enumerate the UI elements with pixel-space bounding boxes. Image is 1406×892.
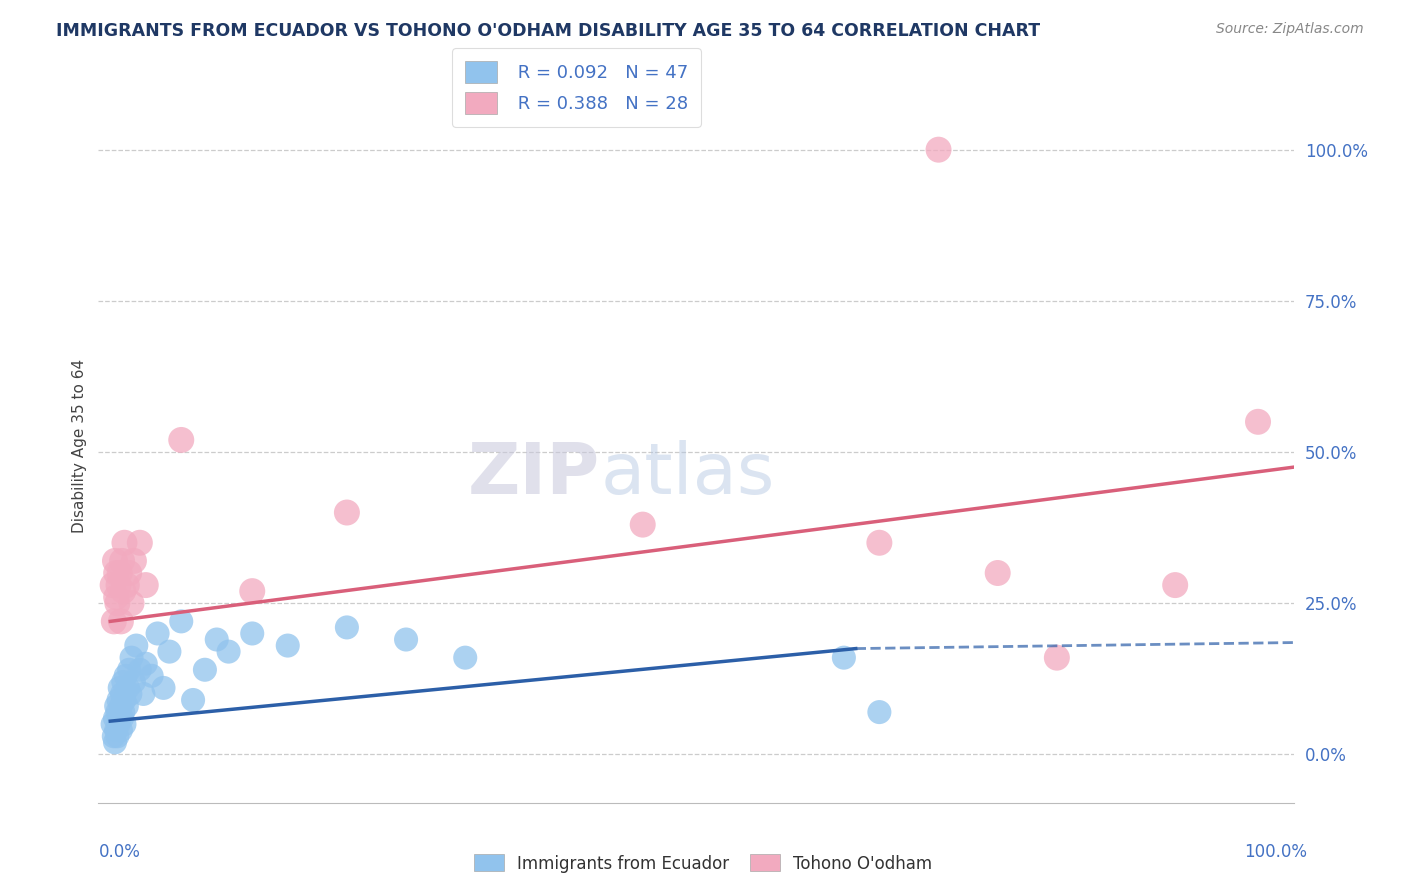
Y-axis label: Disability Age 35 to 64: Disability Age 35 to 64 xyxy=(72,359,87,533)
Point xyxy=(101,717,124,731)
Point xyxy=(120,687,142,701)
Point xyxy=(194,663,217,677)
Point xyxy=(115,699,138,714)
Point xyxy=(112,674,135,689)
Point xyxy=(108,566,131,580)
Point xyxy=(146,626,169,640)
Point xyxy=(205,632,228,647)
Point xyxy=(832,650,855,665)
Point xyxy=(107,693,129,707)
Point xyxy=(105,723,128,738)
Point xyxy=(336,620,359,634)
Text: atlas: atlas xyxy=(600,440,775,509)
Point xyxy=(928,143,950,157)
Point xyxy=(108,711,131,725)
Legend:  R = 0.092   N = 47,  R = 0.388   N = 28: R = 0.092 N = 47, R = 0.388 N = 28 xyxy=(453,48,700,127)
Point xyxy=(121,596,143,610)
Point xyxy=(170,615,193,629)
Point xyxy=(114,535,136,549)
Point xyxy=(157,645,180,659)
Point xyxy=(152,681,174,695)
Point xyxy=(112,705,135,719)
Point xyxy=(105,699,128,714)
Point xyxy=(135,578,157,592)
Text: 0.0%: 0.0% xyxy=(98,843,141,861)
Text: 100.0%: 100.0% xyxy=(1244,843,1308,861)
Point xyxy=(104,554,127,568)
Point xyxy=(128,663,150,677)
Point xyxy=(114,669,136,683)
Point xyxy=(107,578,129,592)
Point xyxy=(454,650,477,665)
Legend: Immigrants from Ecuador, Tohono O'odham: Immigrants from Ecuador, Tohono O'odham xyxy=(467,847,939,880)
Point xyxy=(240,626,263,640)
Point xyxy=(110,699,132,714)
Point xyxy=(395,632,418,647)
Point xyxy=(336,506,359,520)
Point xyxy=(111,687,134,701)
Point xyxy=(105,729,128,743)
Point xyxy=(868,705,890,719)
Point xyxy=(128,535,150,549)
Point xyxy=(141,669,163,683)
Point xyxy=(105,566,128,580)
Point xyxy=(170,433,193,447)
Point xyxy=(118,566,141,580)
Point xyxy=(122,674,145,689)
Text: IMMIGRANTS FROM ECUADOR VS TOHONO O'ODHAM DISABILITY AGE 35 TO 64 CORRELATION CH: IMMIGRANTS FROM ECUADOR VS TOHONO O'ODHA… xyxy=(56,22,1040,40)
Point xyxy=(103,615,125,629)
Point xyxy=(868,535,890,549)
Point xyxy=(117,681,139,695)
Point xyxy=(112,584,135,599)
Point xyxy=(118,663,141,677)
Point xyxy=(105,705,128,719)
Point xyxy=(135,657,157,671)
Point xyxy=(114,693,136,707)
Point xyxy=(218,645,240,659)
Point xyxy=(108,681,131,695)
Point xyxy=(121,650,143,665)
Point xyxy=(110,615,132,629)
Point xyxy=(107,717,129,731)
Point xyxy=(105,590,128,604)
Point xyxy=(1164,578,1187,592)
Point xyxy=(101,578,124,592)
Point xyxy=(111,554,134,568)
Point xyxy=(181,693,204,707)
Point xyxy=(104,711,127,725)
Point xyxy=(1247,415,1270,429)
Point xyxy=(115,578,138,592)
Text: ZIP: ZIP xyxy=(468,440,600,509)
Text: Source: ZipAtlas.com: Source: ZipAtlas.com xyxy=(1216,22,1364,37)
Point xyxy=(122,554,145,568)
Point xyxy=(631,517,654,532)
Point xyxy=(110,723,132,738)
Point xyxy=(240,584,263,599)
Point xyxy=(277,639,299,653)
Point xyxy=(132,687,155,701)
Point xyxy=(103,729,125,743)
Point xyxy=(987,566,1010,580)
Point xyxy=(105,596,128,610)
Point xyxy=(125,639,148,653)
Point xyxy=(111,711,134,725)
Point xyxy=(104,735,127,749)
Point xyxy=(1046,650,1069,665)
Point xyxy=(114,717,136,731)
